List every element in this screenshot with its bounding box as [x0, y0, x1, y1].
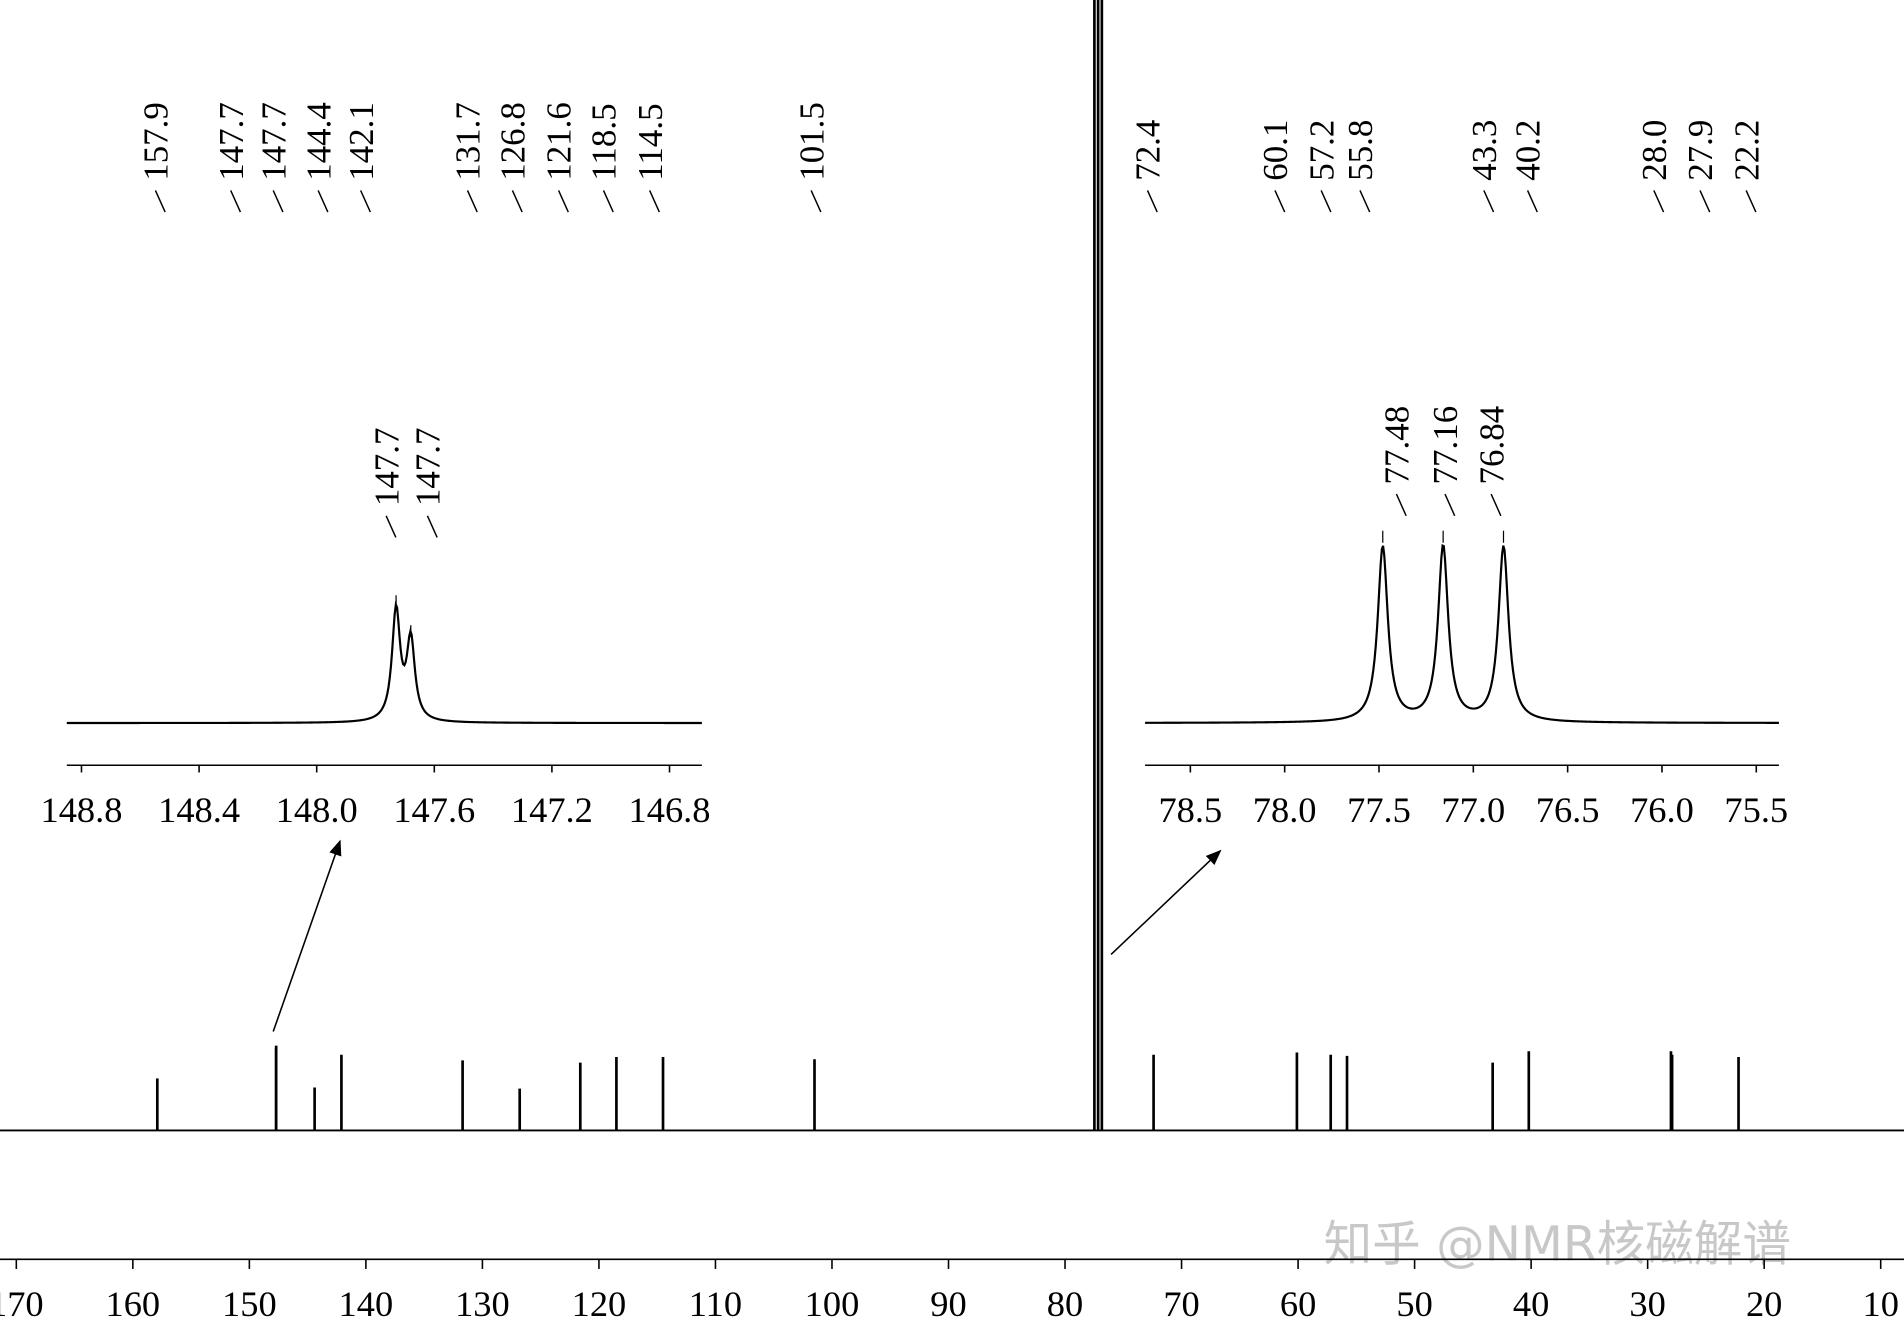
x-tick-label: 60: [1280, 1284, 1316, 1324]
x-tick-label: 120: [572, 1284, 627, 1324]
peak-label-leader: [1444, 493, 1456, 517]
peak-label-leader: [1745, 190, 1757, 213]
peak-label-leader: [1274, 190, 1286, 213]
peak-label: 147.7: [367, 427, 406, 506]
peak-label: 147.7: [408, 427, 447, 506]
peak-label-leader: [1320, 190, 1332, 213]
peak-label: 121.6: [540, 102, 579, 181]
x-tick-label: 160: [106, 1284, 161, 1324]
peak-label-leader: [1395, 493, 1407, 517]
peak-label-leader: [1146, 190, 1158, 213]
x-tick-label: 146.8: [629, 790, 711, 830]
peak-label: 114.5: [631, 103, 670, 180]
x-tick-label: 77.0: [1441, 790, 1505, 830]
x-tick-label: 147.6: [393, 790, 475, 830]
x-tick-label: 78.5: [1158, 790, 1222, 830]
peak-label: 77.48: [1377, 406, 1416, 485]
zoom-arrow: [1110, 849, 1222, 955]
peaks: [0, 0, 1904, 1132]
x-tick-label: 147.2: [511, 790, 593, 830]
peak-label: 101.5: [792, 102, 831, 181]
x-tick-label: 10: [1862, 1284, 1898, 1324]
peak-label-leader: [426, 515, 438, 538]
x-tick-label: 20: [1746, 1284, 1782, 1324]
peak-label: 57.2: [1302, 120, 1341, 181]
peak-label: 22.2: [1727, 120, 1766, 181]
x-tick-label: 76.5: [1536, 790, 1600, 830]
peak-label: 144.4: [299, 102, 338, 181]
x-tick-label: 148.8: [41, 790, 123, 830]
peak-label-leader: [1483, 190, 1495, 213]
peak-label-leader: [1526, 190, 1538, 213]
peak-label: 126.8: [493, 102, 532, 181]
peak-label-leader: [272, 190, 284, 213]
x-tick-label: 90: [930, 1284, 966, 1324]
spectrum-line: [1145, 544, 1779, 724]
watermark: 知乎 @NMR核磁解谱: [1324, 1217, 1791, 1273]
x-tick-label: 40: [1513, 1284, 1549, 1324]
x-tick-label: 148.4: [158, 790, 240, 830]
peak-label-leader: [810, 190, 822, 213]
spectrum-line: [66, 600, 702, 725]
peak-label-leader: [1653, 190, 1665, 213]
peak-label-leader: [317, 190, 329, 213]
peak-label: 147.7: [212, 102, 251, 181]
x-tick-label: 80: [1047, 1284, 1083, 1324]
x-tick-label: 130: [455, 1284, 510, 1324]
peak-label-leader: [511, 190, 523, 213]
x-tick-label: 170: [0, 1284, 44, 1324]
peak-label: 43.3: [1465, 120, 1504, 181]
peak-label-leader: [557, 190, 569, 213]
peak-label-leader: [385, 515, 397, 538]
peak-label: 118.5: [585, 103, 624, 180]
x-tick-label: 50: [1396, 1284, 1432, 1324]
x-tick-label: 78.0: [1253, 790, 1317, 830]
peak-label: 157.9: [136, 102, 175, 181]
x-tick-label: 77.5: [1347, 790, 1411, 830]
peak-label-leader: [648, 190, 661, 213]
peak-label-leader: [1490, 493, 1502, 517]
peak-label-leader: [1359, 190, 1371, 213]
x-tick-label: 30: [1629, 1284, 1665, 1324]
x-tick-label: 140: [339, 1284, 394, 1324]
peak-label-leader: [359, 190, 372, 213]
peak-label: 77.16: [1426, 406, 1465, 485]
peak-label: 147.7: [254, 102, 293, 181]
x-tick-label: 150: [222, 1284, 277, 1324]
peak-label-leader: [1699, 190, 1711, 213]
peak-label-leader: [602, 190, 614, 213]
peak-label: 55.8: [1341, 120, 1380, 181]
peak-label-leader: [466, 190, 478, 213]
zoom-arrow: [272, 839, 342, 1032]
peak-label-leader: [230, 190, 242, 213]
peak-label: 27.9: [1681, 120, 1720, 181]
x-tick-label: 70: [1163, 1284, 1199, 1324]
peak-label-leader: [154, 190, 166, 213]
peak-label: 28.0: [1635, 120, 1674, 181]
peak-label: 60.1: [1256, 120, 1295, 181]
x-tick-label: 100: [805, 1284, 860, 1324]
peak-label: 72.4: [1129, 120, 1168, 181]
x-tick-label: 76.0: [1630, 790, 1694, 830]
x-tick-label: 110: [689, 1284, 742, 1324]
x-tick-label: 75.5: [1724, 790, 1788, 830]
peak-label: 76.84: [1472, 406, 1511, 485]
peak-label: 40.2: [1509, 120, 1548, 181]
x-tick-label: 148.0: [276, 790, 358, 830]
peak-label: 131.7: [449, 102, 488, 181]
peak-label: 142.1: [342, 102, 381, 181]
